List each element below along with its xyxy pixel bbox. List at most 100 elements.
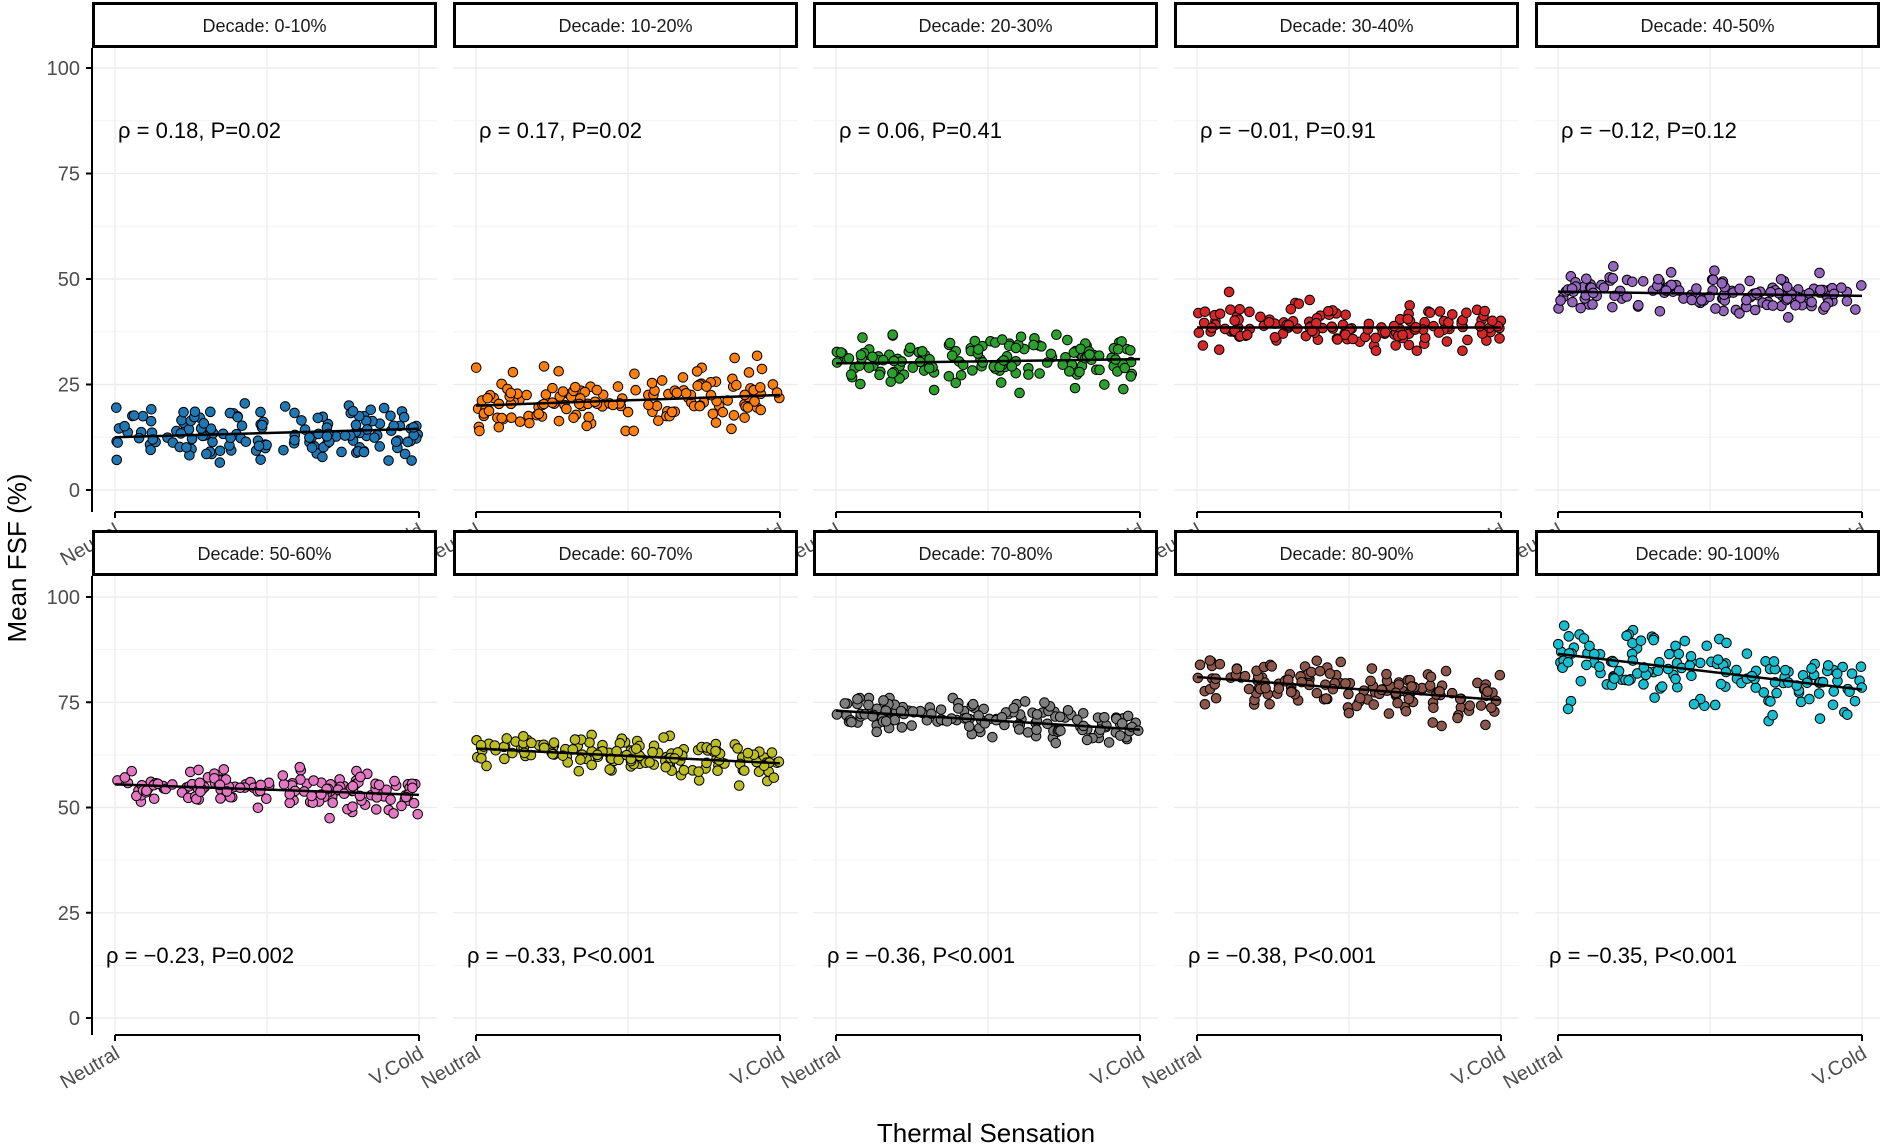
data-point xyxy=(385,410,396,422)
data-point xyxy=(1749,304,1761,316)
data-point xyxy=(1686,294,1697,306)
data-point xyxy=(1214,308,1226,320)
data-point xyxy=(874,369,885,381)
data-point xyxy=(680,388,692,399)
facet-strip-label: Decade: 90-100% xyxy=(1635,544,1779,564)
data-point xyxy=(408,422,419,433)
data-point xyxy=(406,455,417,466)
data-point xyxy=(1779,664,1791,676)
data-point xyxy=(693,775,705,786)
data-point xyxy=(284,797,296,809)
data-point xyxy=(953,703,964,714)
data-point xyxy=(857,332,868,343)
data-point xyxy=(1112,343,1124,355)
correlation-annotation: ρ = 0.17, P=0.02 xyxy=(479,118,642,143)
data-point xyxy=(1285,303,1297,315)
data-point xyxy=(569,381,581,393)
data-point xyxy=(399,448,411,460)
data-point xyxy=(538,361,550,372)
data-point xyxy=(514,416,526,428)
data-point xyxy=(1815,284,1826,296)
data-point xyxy=(1461,307,1472,319)
data-point xyxy=(1015,331,1027,343)
data-point xyxy=(1234,303,1246,315)
data-point xyxy=(726,423,737,435)
data-point xyxy=(1782,312,1794,323)
data-point xyxy=(1584,640,1595,652)
data-point xyxy=(482,392,493,404)
data-point xyxy=(215,793,226,804)
facet-strip-label: Decade: 30-40% xyxy=(1279,16,1413,36)
y-tick-label: 75 xyxy=(58,164,80,186)
facet-panel: Decade: 50-60% ρ = −0.23, P=0.002 Neutral V… xyxy=(47,530,437,1094)
data-point xyxy=(236,420,248,432)
data-point xyxy=(1260,682,1271,694)
data-point xyxy=(967,698,979,710)
correlation-annotation: ρ = −0.01, P=0.91 xyxy=(1200,118,1376,143)
data-point xyxy=(279,401,291,412)
data-point xyxy=(277,770,289,781)
data-point xyxy=(255,454,266,465)
data-point xyxy=(253,440,265,452)
data-point xyxy=(137,410,149,422)
data-point xyxy=(1343,707,1355,719)
data-point xyxy=(678,764,690,776)
data-point xyxy=(1734,308,1745,319)
data-point xyxy=(365,404,377,416)
data-point xyxy=(1552,638,1564,650)
data-point xyxy=(1390,340,1401,351)
data-point xyxy=(398,411,410,423)
data-point xyxy=(630,384,641,396)
data-point xyxy=(205,406,216,418)
data-point xyxy=(996,334,1008,345)
data-point xyxy=(950,377,962,389)
facet-strip-label: Decade: 10-20% xyxy=(558,16,692,36)
data-point xyxy=(739,412,750,423)
data-point xyxy=(1428,702,1439,714)
data-point xyxy=(294,761,306,773)
facet-strip xyxy=(92,530,437,576)
data-point xyxy=(1656,681,1668,692)
x-tick-label: V.Cold xyxy=(1809,1042,1870,1090)
data-point xyxy=(1446,309,1458,320)
data-point xyxy=(1648,634,1659,646)
data-point xyxy=(1400,705,1412,717)
data-point xyxy=(207,436,218,448)
data-point xyxy=(1701,640,1713,652)
data-point xyxy=(693,766,704,777)
data-point xyxy=(1219,323,1231,335)
data-point xyxy=(312,412,324,424)
data-point xyxy=(548,737,560,749)
y-tick-label: 25 xyxy=(58,375,80,397)
data-point xyxy=(1621,630,1632,642)
facet-panel: Decade: 40-50%ρ = −0.12, P=0.12NeutralV.… xyxy=(1500,2,1880,571)
facet-strip xyxy=(1535,2,1880,48)
correlation-annotation: ρ = 0.06, P=0.41 xyxy=(839,118,1002,143)
data-point xyxy=(1404,300,1415,311)
data-point xyxy=(1707,274,1719,286)
facet-strip xyxy=(1174,530,1519,576)
data-point xyxy=(214,457,226,468)
data-point xyxy=(622,406,634,418)
data-point xyxy=(1664,648,1675,660)
data-point xyxy=(1562,656,1574,668)
data-point xyxy=(710,745,721,757)
data-point xyxy=(852,693,863,705)
data-point xyxy=(112,437,124,448)
data-point xyxy=(568,412,579,424)
data-point xyxy=(1320,693,1332,704)
x-tick-label: Neutral xyxy=(1139,1042,1206,1093)
data-point xyxy=(604,764,616,775)
data-point xyxy=(1768,656,1780,667)
data-point xyxy=(1204,655,1216,666)
data-point xyxy=(1014,387,1025,399)
data-point xyxy=(1457,345,1468,357)
facet-strip xyxy=(813,2,1158,48)
data-point xyxy=(1479,305,1491,317)
data-point xyxy=(586,759,598,771)
data-point xyxy=(742,402,754,413)
data-point xyxy=(1354,692,1366,704)
regression-line xyxy=(1557,290,1863,298)
data-point xyxy=(1383,708,1395,719)
data-point xyxy=(561,403,572,415)
